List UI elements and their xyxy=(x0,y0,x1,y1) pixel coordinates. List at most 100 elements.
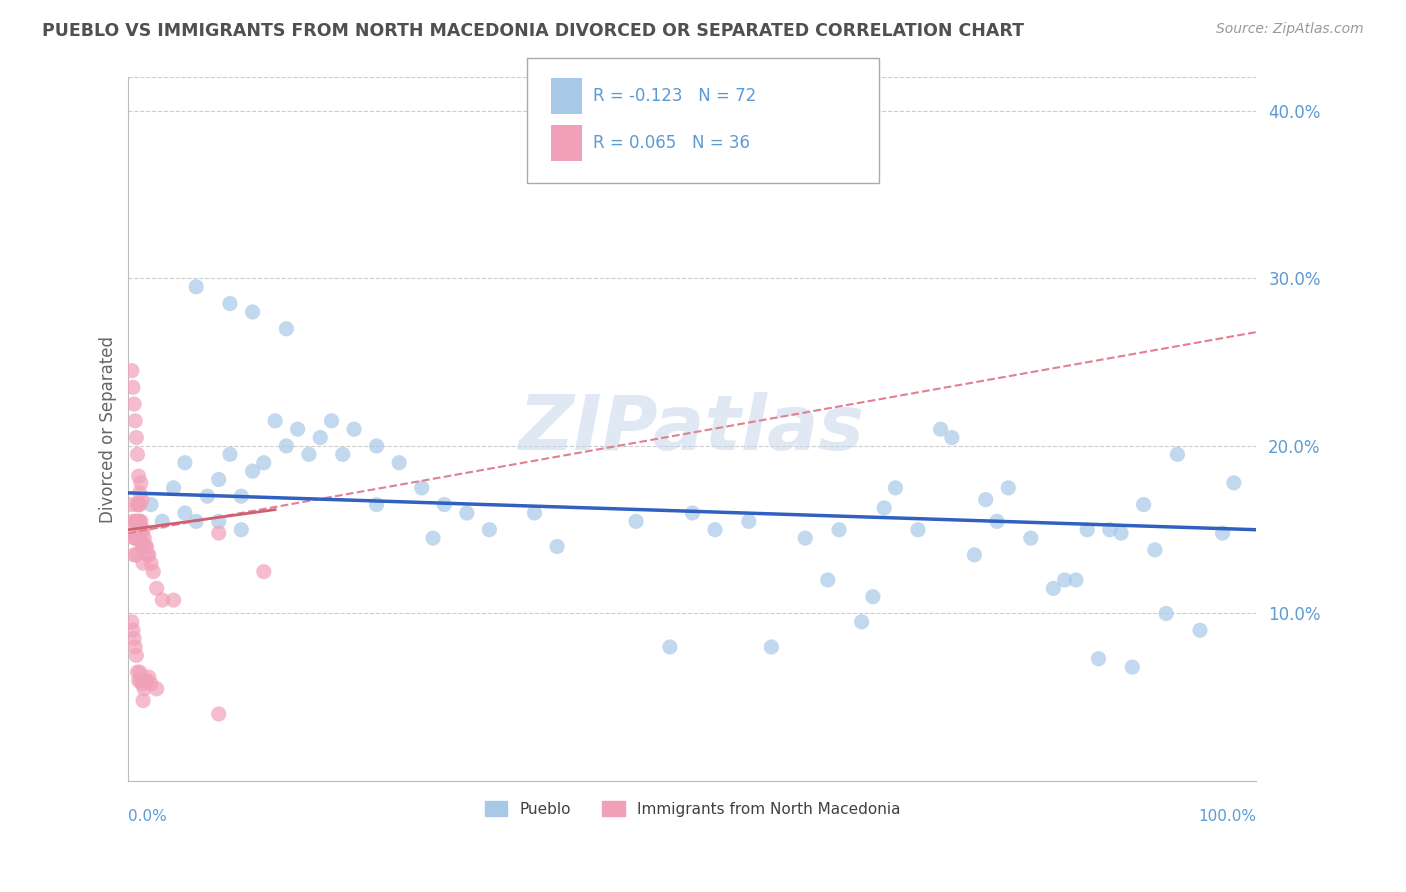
Point xyxy=(546,540,568,554)
Point xyxy=(884,481,907,495)
Y-axis label: Divorced or Separated: Divorced or Separated xyxy=(100,335,117,523)
Point xyxy=(125,514,148,528)
Point xyxy=(1019,531,1042,545)
Point xyxy=(478,523,501,537)
Point xyxy=(162,593,184,607)
Point xyxy=(122,397,145,411)
Text: PUEBLO VS IMMIGRANTS FROM NORTH MACEDONIA DIVORCED OR SEPARATED CORRELATION CHAR: PUEBLO VS IMMIGRANTS FROM NORTH MACEDONI… xyxy=(42,22,1024,40)
Point xyxy=(128,531,150,545)
Point xyxy=(131,677,153,691)
Point xyxy=(173,506,195,520)
Point xyxy=(127,447,149,461)
Point xyxy=(132,693,155,707)
Point xyxy=(208,526,231,541)
Point xyxy=(122,624,145,638)
Point xyxy=(145,582,167,596)
Point xyxy=(162,481,184,495)
Point xyxy=(523,506,546,520)
Point xyxy=(122,632,145,646)
Point xyxy=(264,414,287,428)
Point xyxy=(1188,624,1211,638)
Point xyxy=(929,422,952,436)
Point xyxy=(124,640,146,654)
Text: 0.0%: 0.0% xyxy=(128,809,167,824)
Point xyxy=(132,556,155,570)
Point xyxy=(124,514,146,528)
Point xyxy=(208,473,231,487)
Point xyxy=(1132,498,1154,512)
Point xyxy=(828,523,851,537)
Point xyxy=(253,456,276,470)
Point xyxy=(208,514,231,528)
Point xyxy=(145,681,167,696)
Point xyxy=(1121,660,1143,674)
Point xyxy=(1223,475,1246,490)
Point xyxy=(128,469,150,483)
Point xyxy=(128,486,150,500)
Point xyxy=(128,498,150,512)
Point xyxy=(136,548,159,562)
Point xyxy=(128,498,150,512)
Point xyxy=(941,431,963,445)
Point xyxy=(134,540,156,554)
Point xyxy=(298,447,321,461)
Text: Source: ZipAtlas.com: Source: ZipAtlas.com xyxy=(1216,22,1364,37)
Point xyxy=(1166,447,1188,461)
Point xyxy=(704,523,727,537)
Point xyxy=(974,492,997,507)
Point xyxy=(1064,573,1087,587)
Point xyxy=(219,296,242,310)
Point xyxy=(219,447,242,461)
Point xyxy=(138,548,160,562)
Point xyxy=(794,531,817,545)
Point xyxy=(456,506,478,520)
Point xyxy=(411,481,433,495)
Point xyxy=(1154,607,1177,621)
Point xyxy=(125,531,148,545)
Text: 100.0%: 100.0% xyxy=(1198,809,1257,824)
Point xyxy=(366,439,388,453)
Point xyxy=(873,500,896,515)
Point xyxy=(135,673,157,688)
Point xyxy=(131,540,153,554)
Point xyxy=(134,531,156,545)
Point xyxy=(276,322,298,336)
Point xyxy=(128,514,150,528)
Point xyxy=(332,447,354,461)
Text: R = -0.123   N = 72: R = -0.123 N = 72 xyxy=(593,87,756,105)
Point xyxy=(125,648,148,663)
Point xyxy=(907,523,929,537)
Point xyxy=(287,422,309,436)
Point xyxy=(173,456,195,470)
Point xyxy=(128,514,150,528)
Point xyxy=(1109,526,1132,541)
Point xyxy=(124,414,146,428)
Point xyxy=(366,498,388,512)
Point xyxy=(135,540,157,554)
Point xyxy=(253,565,276,579)
Point xyxy=(388,456,411,470)
Point xyxy=(186,280,208,294)
Point xyxy=(422,531,444,545)
Point xyxy=(276,439,298,453)
Point xyxy=(242,305,264,319)
Point xyxy=(128,665,150,679)
Point xyxy=(121,615,143,629)
Point xyxy=(138,670,160,684)
Point xyxy=(132,540,155,554)
Point xyxy=(122,514,145,528)
Point xyxy=(986,514,1008,528)
Point xyxy=(150,593,173,607)
Point xyxy=(122,531,145,545)
Point xyxy=(150,514,173,528)
Point xyxy=(134,673,156,688)
Point xyxy=(186,514,208,528)
Point xyxy=(134,681,156,696)
Point xyxy=(197,489,219,503)
Point xyxy=(1143,542,1166,557)
Point xyxy=(125,548,148,562)
Point xyxy=(1098,523,1121,537)
Point xyxy=(127,514,149,528)
Point xyxy=(139,498,162,512)
Point xyxy=(624,514,647,528)
